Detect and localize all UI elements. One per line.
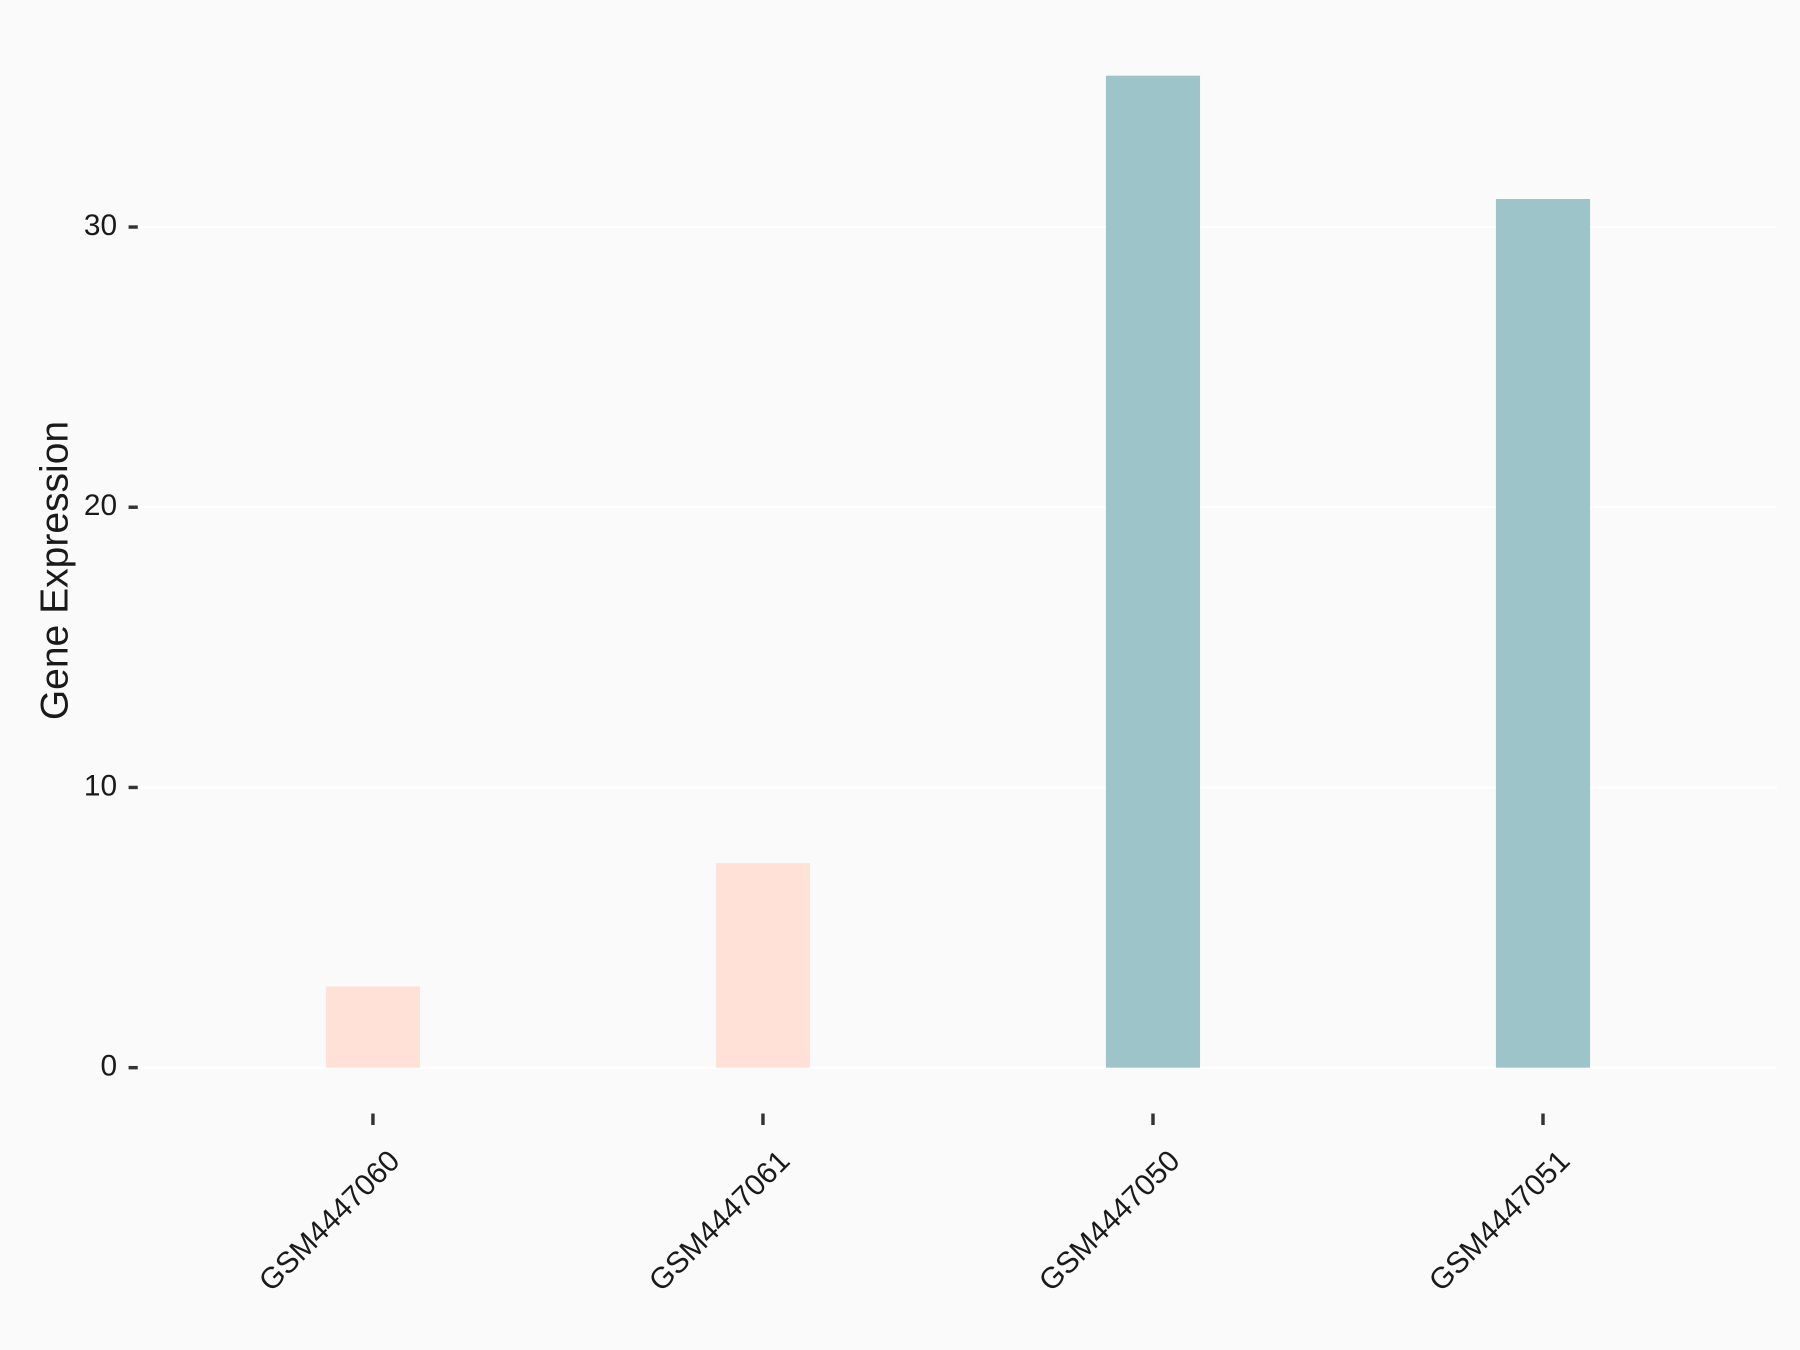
y-tick-label: 0 [100,1050,117,1083]
bar [1105,75,1201,1068]
bar [1495,198,1591,1068]
bar [715,863,811,1068]
bar [325,986,421,1068]
y-tick-label: 10 [84,769,117,802]
y-tick-label: 30 [84,209,117,242]
y-axis-title: Gene Expression [34,421,77,720]
y-tick-label: 20 [84,489,117,522]
